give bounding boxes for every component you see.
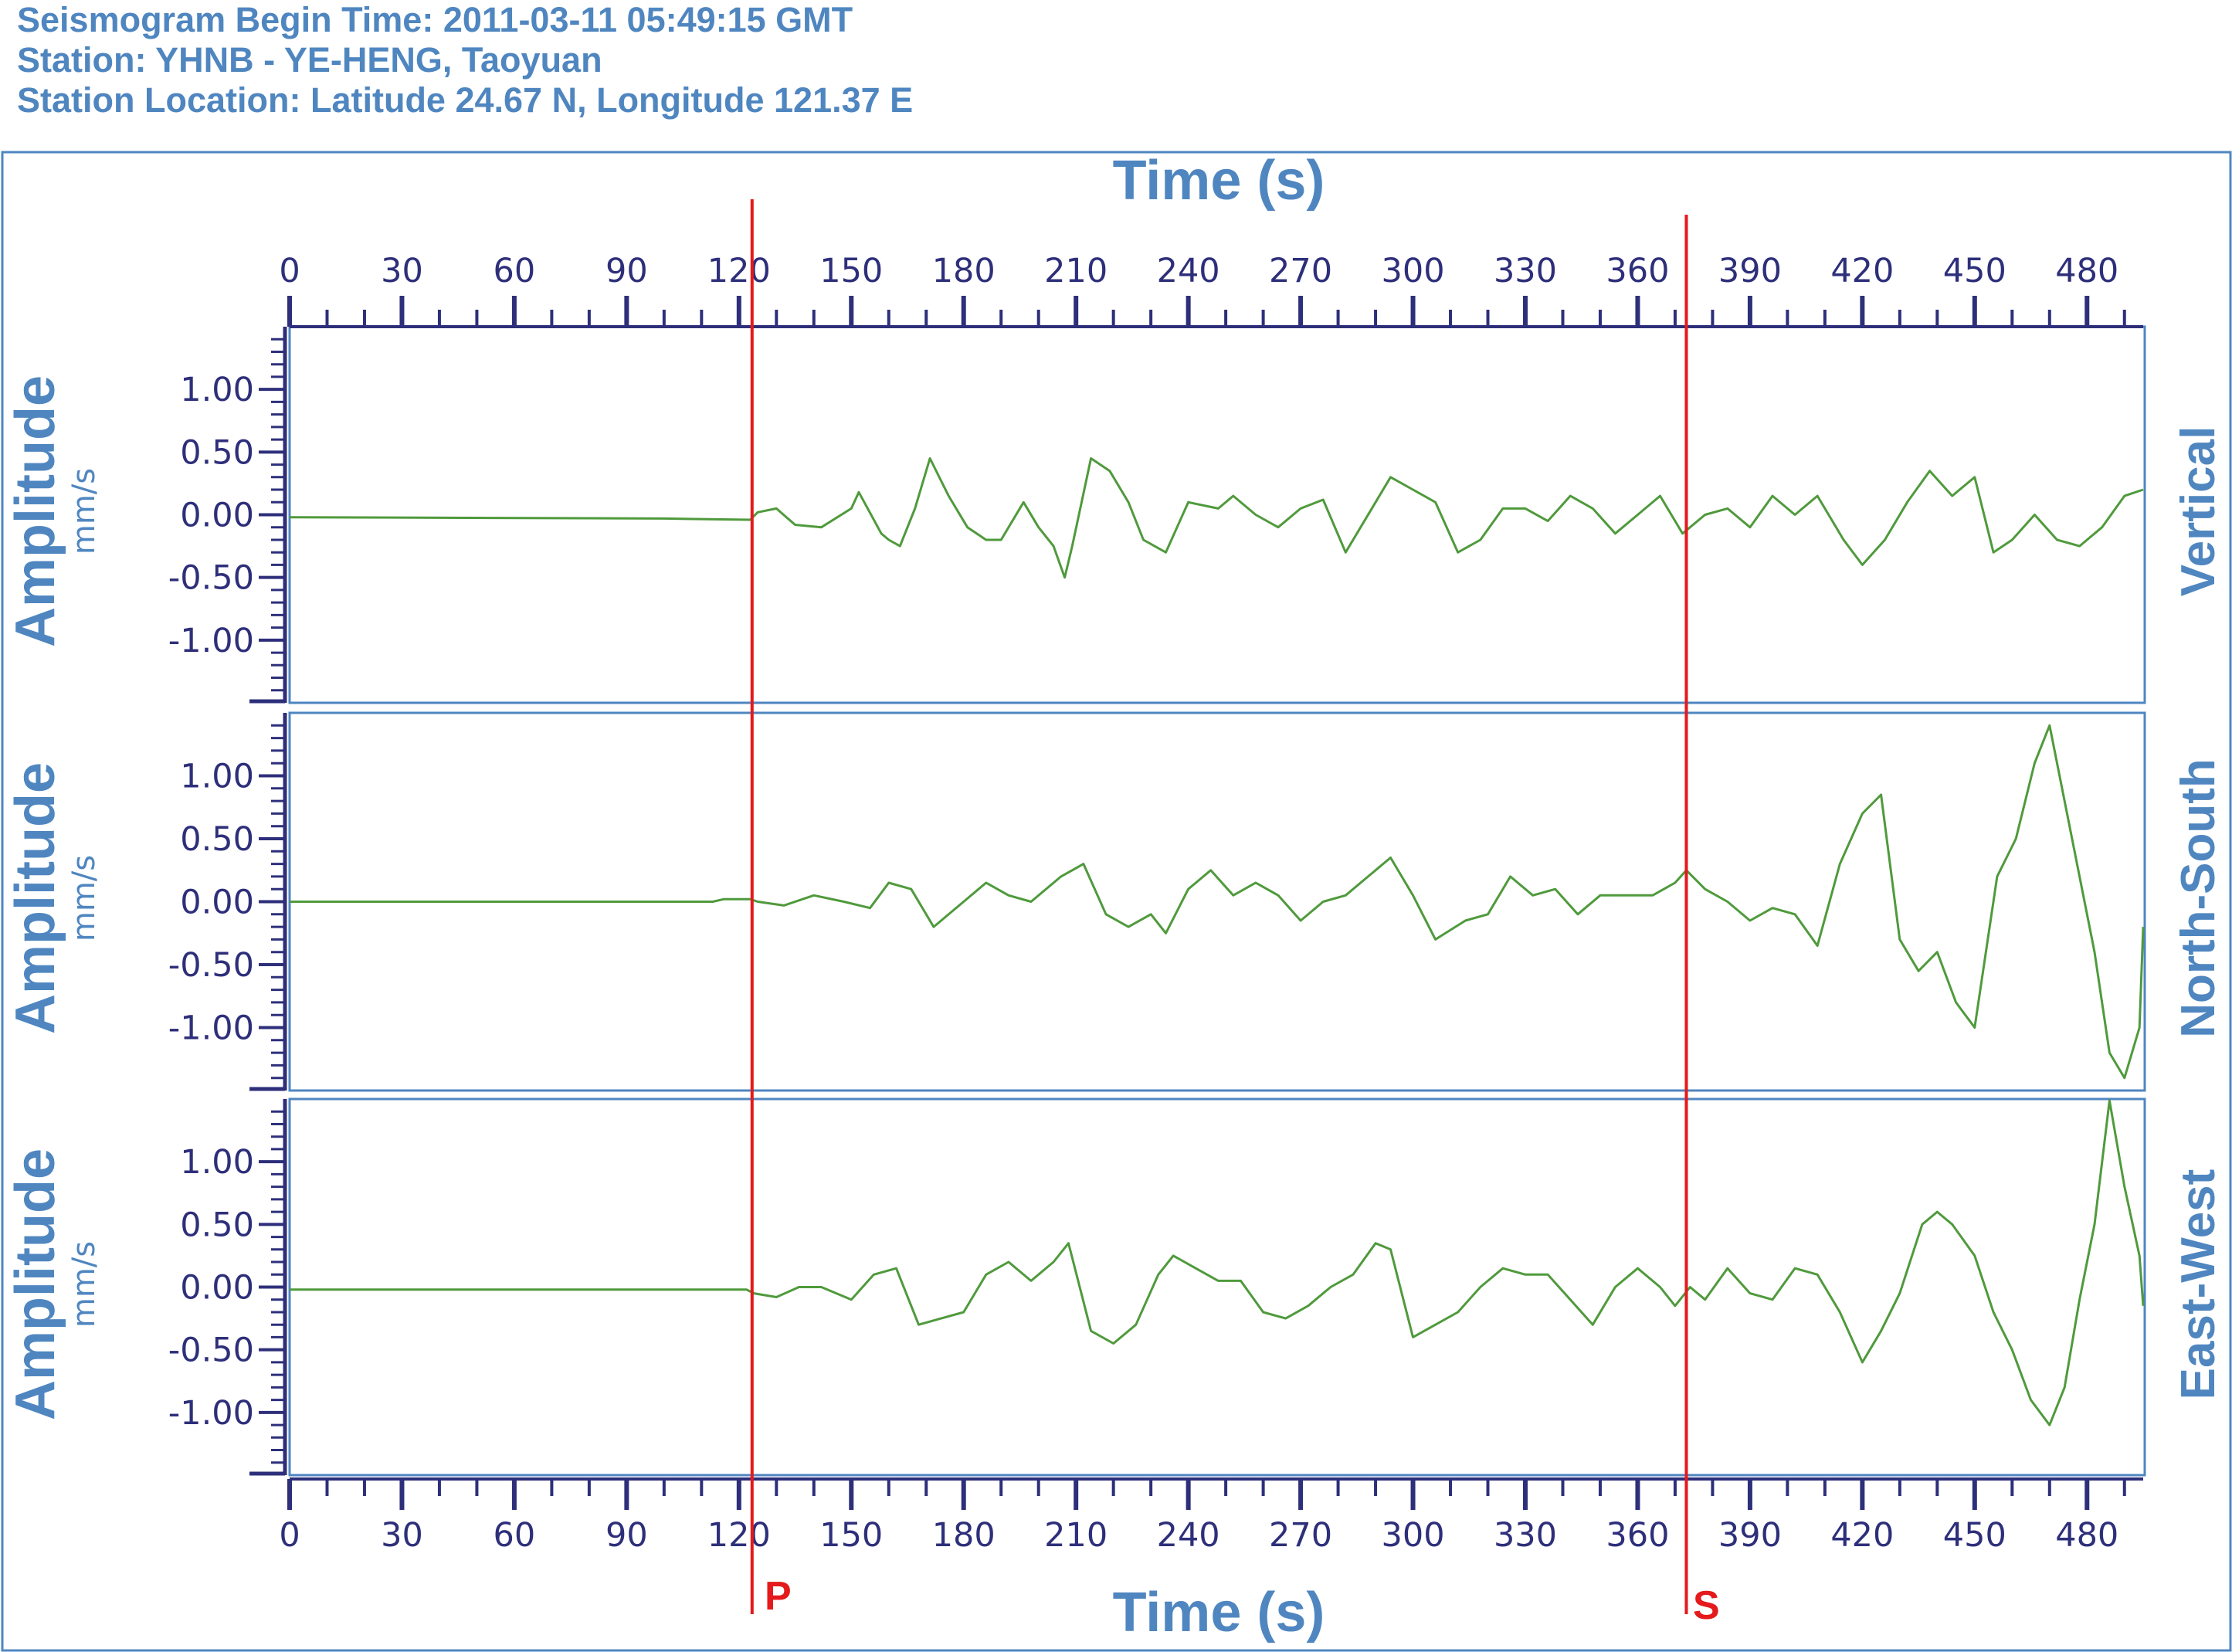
x-tick-label-bottom: 240: [1157, 1516, 1220, 1555]
y-tick-label: 1.00: [180, 371, 254, 409]
x-tick-label-bottom: 150: [819, 1516, 883, 1555]
begin-time-text: Seismogram Begin Time: 2011-03-11 05:49:…: [17, 0, 853, 39]
x-tick-label-top: 360: [1606, 252, 1669, 290]
x-tick-label-top: 60: [494, 252, 536, 290]
seismogram-header: Seismogram Begin Time: 2011-03-11 05:49:…: [17, 0, 913, 120]
x-tick-label-bottom: 0: [279, 1516, 300, 1555]
x-tick-label-top: 240: [1157, 252, 1220, 290]
panel-frame-vertical: [288, 325, 2146, 704]
x-tick-label-bottom: 60: [494, 1516, 536, 1555]
y-tick-label: 0.00: [180, 884, 254, 922]
unit-title-north-south: mm/s: [66, 855, 102, 941]
y-tick-label: 0.00: [180, 497, 254, 535]
x-tick-label-top: 90: [605, 252, 648, 290]
x-axis-title-top: Time (s): [1113, 150, 1325, 212]
x-tick-label-top: 480: [2055, 252, 2118, 290]
amplitude-title-north-south: Amplitude: [5, 762, 66, 1034]
x-tick-label-bottom: 210: [1044, 1516, 1108, 1555]
x-tick-label-bottom: 120: [707, 1516, 771, 1555]
panel-frame-east-west: [288, 1097, 2146, 1477]
x-axis-title-bottom: Time (s): [1113, 1582, 1325, 1644]
x-tick-label-top: 390: [1718, 252, 1782, 290]
amplitude-title-east-west: Amplitude: [5, 1148, 66, 1420]
x-tick-label-top: 30: [381, 252, 423, 290]
y-tick-label: 0.50: [180, 433, 254, 472]
y-tick-label: -1.00: [168, 1394, 254, 1433]
y-tick-label: -0.50: [168, 559, 254, 598]
outer-frame: [1, 151, 2232, 1652]
y-tick-label: 0.50: [180, 820, 254, 859]
y-tick-label: -1.00: [168, 622, 254, 660]
x-tick-label-top: 270: [1269, 252, 1332, 290]
y-tick-label: 0.00: [180, 1269, 254, 1308]
trace-lines: [289, 457, 2145, 1426]
trace-vertical: [289, 457, 2144, 579]
y-tick-label: -1.00: [168, 1009, 254, 1048]
x-tick-label-bottom: 90: [605, 1516, 648, 1555]
axes: 1.00 0.50 0.00 -0.50 -1.00 1.00 0.50 0.00 -0.50 -…: [168, 252, 2143, 1555]
x-tick-label-bottom: 300: [1382, 1516, 1445, 1555]
x-tick-label-top: 180: [932, 252, 996, 290]
p-phase-label: P: [765, 1574, 792, 1619]
x-tick-label-bottom: 360: [1606, 1516, 1669, 1555]
x-tick-label-top: 120: [707, 252, 771, 290]
y-tick-label: -0.50: [168, 946, 254, 985]
station-location-text: Station Location: Latitude 24.67 N, Long…: [17, 80, 914, 120]
station-name-text: Station: YHNB - YE-HENG, Taoyuan: [17, 40, 602, 80]
unit-title-vertical: mm/s: [66, 468, 102, 555]
unit-title-east-west: mm/s: [66, 1241, 102, 1328]
x-tick-label-bottom: 480: [2055, 1516, 2118, 1555]
x-tick-label-top: 420: [1830, 252, 1894, 290]
y-tick-label: -0.50: [168, 1331, 254, 1370]
component-title-vertical: Vertical: [2172, 426, 2225, 597]
x-tick-label-top: 450: [1943, 252, 2006, 290]
x-tick-label-top: 150: [819, 252, 883, 290]
x-tick-label-top: 0: [279, 252, 300, 290]
y-tick-label: 0.50: [180, 1206, 254, 1244]
component-title-east-west: East-West: [2172, 1169, 2225, 1400]
component-title-north-south: North-South: [2172, 758, 2225, 1038]
y-tick-label: 1.00: [180, 758, 254, 796]
x-tick-label-bottom: 330: [1494, 1516, 1557, 1555]
x-tick-label-bottom: 270: [1269, 1516, 1332, 1555]
x-tick-label-bottom: 30: [381, 1516, 423, 1555]
x-tick-label-top: 210: [1044, 252, 1108, 290]
x-tick-label-top: 330: [1494, 252, 1557, 290]
amplitude-title-vertical: Amplitude: [5, 375, 66, 647]
phase-markers: [750, 199, 1688, 1614]
x-tick-label-top: 300: [1382, 252, 1445, 290]
x-tick-label-bottom: 180: [932, 1516, 996, 1555]
trace-north-south: [290, 724, 2145, 1080]
y-tick-label: 1.00: [180, 1143, 254, 1182]
s-phase-label: S: [1693, 1583, 1720, 1628]
trace-east-west: [290, 1099, 2145, 1426]
x-tick-label-bottom: 420: [1830, 1516, 1894, 1555]
x-tick-label-bottom: 450: [1943, 1516, 2006, 1555]
x-tick-label-bottom: 390: [1718, 1516, 1782, 1555]
